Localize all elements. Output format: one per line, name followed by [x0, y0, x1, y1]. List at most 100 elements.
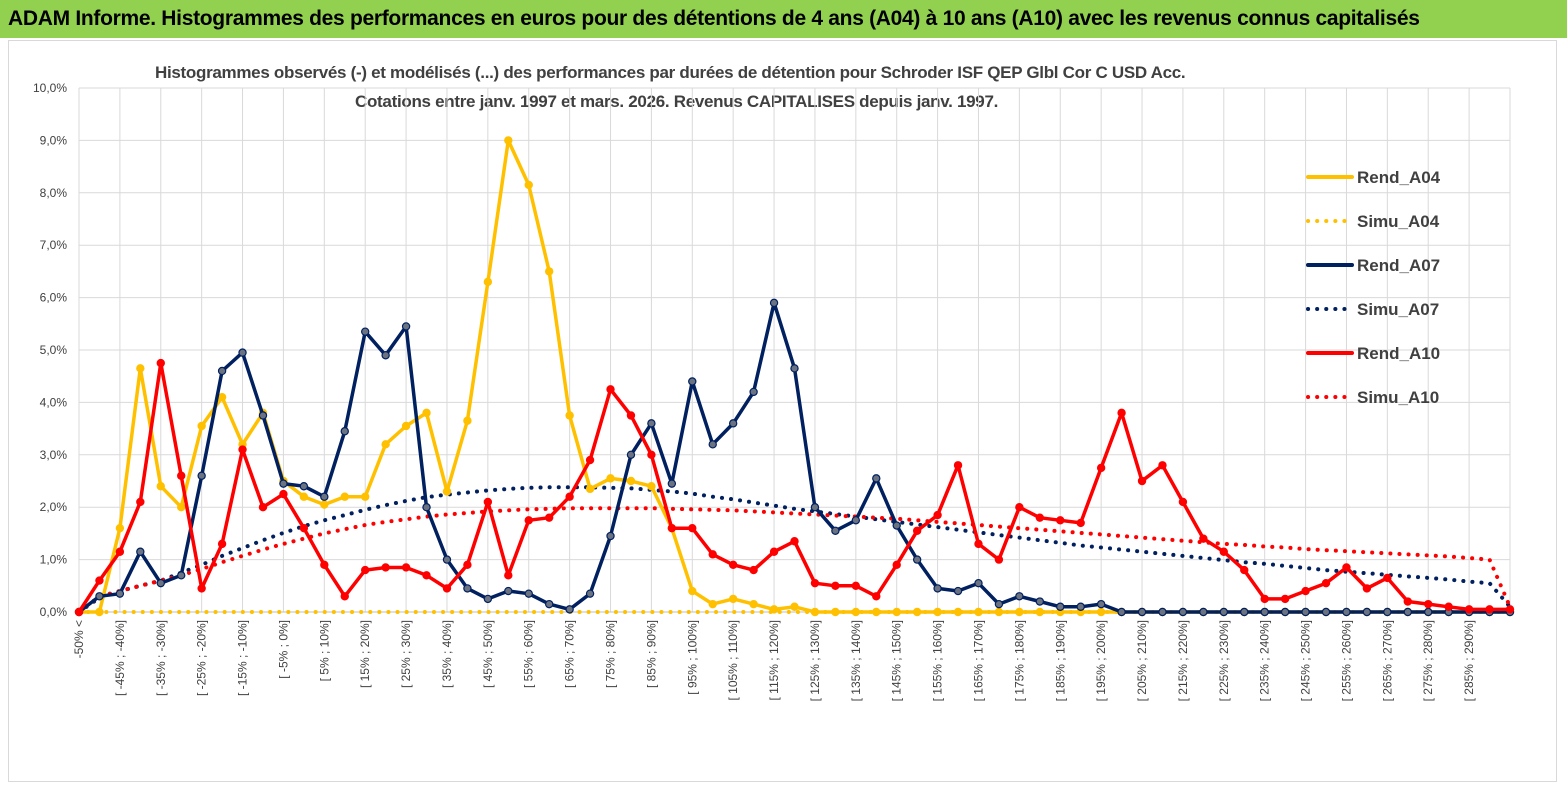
data-point: [728, 560, 738, 570]
data-point: [953, 607, 963, 617]
data-point: [544, 599, 554, 609]
data-point: [381, 351, 390, 360]
data-point: [1035, 597, 1045, 606]
data-point: [1117, 607, 1126, 617]
data-point: [217, 366, 227, 376]
chart-title-line-1: Histogrammes observés (-) et modélisés (…: [155, 63, 1186, 82]
data-point: [749, 387, 758, 397]
data-point: [810, 578, 820, 588]
x-tick-label: [ 65% ; 70%]: [563, 620, 577, 688]
y-tick-label: 6,0%: [40, 291, 68, 305]
data-point: [1015, 503, 1024, 512]
series-simu-a10: [77, 506, 1512, 614]
data-point: [1403, 607, 1412, 617]
data-point: [95, 592, 104, 601]
data-point: [136, 364, 145, 373]
data-point: [994, 555, 1004, 564]
data-point: [258, 411, 268, 420]
data-point: [1035, 513, 1045, 522]
series-rend-a10: [74, 358, 1515, 617]
data-point: [626, 476, 636, 486]
x-tick-label: [ 225% ; 230%]: [1217, 620, 1231, 701]
series-line: [77, 301, 1512, 614]
data-point: [912, 526, 922, 535]
data-point: [1096, 599, 1106, 609]
data-point: [1199, 607, 1208, 617]
data-point: [1505, 605, 1515, 614]
x-tick-label: [ 115% ; 120%]: [767, 620, 781, 701]
data-point: [340, 492, 349, 501]
data-point: [565, 492, 574, 501]
data-point: [1403, 597, 1412, 606]
data-point: [74, 607, 84, 617]
data-point: [626, 450, 636, 459]
data-point: [565, 605, 574, 614]
y-tick-label: 8,0%: [40, 186, 68, 200]
legend-label: Rend_A10: [1357, 344, 1440, 363]
data-point: [177, 571, 186, 580]
data-point: [544, 267, 554, 276]
data-point: [688, 586, 697, 596]
data-point: [197, 421, 206, 431]
legend-entry: Rend_A07: [1306, 256, 1440, 275]
data-point: [1240, 565, 1249, 575]
data-point: [1444, 602, 1453, 611]
x-tick-label: [ 105% ; 110%]: [726, 620, 740, 701]
x-tick-label: [ -5% ; 0%]: [276, 620, 290, 679]
data-point: [136, 497, 145, 507]
x-tick-label: [ 215% ; 220%]: [1176, 620, 1190, 701]
data-point: [483, 594, 493, 604]
data-point: [953, 586, 963, 596]
data-point: [647, 482, 656, 491]
data-point: [177, 503, 186, 512]
data-point: [156, 358, 165, 368]
data-point: [769, 298, 779, 308]
data-point: [442, 487, 452, 496]
data-point: [422, 408, 431, 418]
data-point: [299, 492, 309, 501]
x-tick-label: [ 165% ; 170%]: [971, 620, 985, 701]
data-point: [177, 471, 186, 480]
data-point: [606, 385, 615, 394]
data-point: [320, 560, 329, 570]
data-point: [422, 503, 431, 512]
data-point: [1137, 476, 1147, 486]
data-point: [606, 474, 615, 483]
data-point: [401, 322, 411, 331]
data-point: [340, 592, 349, 601]
data-point: [361, 565, 370, 575]
data-point: [1158, 607, 1167, 617]
y-tick-label: 4,0%: [40, 395, 68, 409]
legend-label: Simu_A04: [1357, 212, 1440, 231]
data-point: [708, 550, 717, 559]
x-tick-label: [ 75% ; 80%]: [604, 620, 618, 688]
data-point: [1076, 602, 1085, 611]
x-tick-label: [ 275% ; 280%]: [1421, 620, 1435, 701]
data-point: [851, 581, 861, 591]
data-point: [1096, 463, 1106, 473]
legend-label: Simu_A10: [1357, 388, 1439, 407]
data-point: [1158, 461, 1167, 470]
data-point: [688, 377, 697, 386]
data-point: [422, 571, 431, 580]
x-tick-label: [ -15% ; -10%]: [236, 620, 250, 696]
data-point: [115, 589, 125, 598]
x-tick-label: [ 55% ; 60%]: [522, 620, 536, 688]
data-point: [1260, 594, 1269, 604]
data-point: [156, 482, 165, 491]
legend-entry: Rend_A04: [1306, 168, 1441, 187]
data-point: [1096, 607, 1106, 617]
data-point: [1178, 497, 1188, 507]
legend-entry: Simu_A04: [1306, 212, 1440, 231]
data-point: [442, 555, 452, 564]
data-point: [320, 500, 329, 509]
series-line: [77, 485, 1512, 614]
data-point: [1178, 607, 1188, 617]
data-point: [1301, 607, 1310, 617]
data-point: [1464, 605, 1474, 614]
x-tick-label: [ 45% ; 50%]: [481, 620, 495, 688]
x-tick-label: [ 135% ; 140%]: [849, 620, 863, 701]
data-point: [463, 416, 472, 425]
data-point: [892, 521, 901, 530]
data-point: [1056, 516, 1065, 525]
